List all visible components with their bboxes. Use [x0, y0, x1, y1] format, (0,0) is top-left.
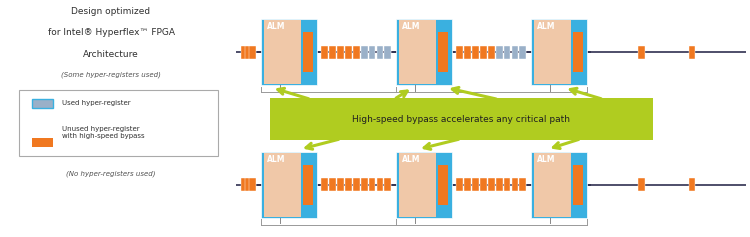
Bar	[396, 19, 451, 85]
Bar	[321, 46, 328, 59]
Text: Design not optimized: Design not optimized	[62, 107, 160, 116]
Bar	[264, 20, 302, 84]
Text: ALM: ALM	[402, 155, 421, 164]
Bar	[472, 178, 478, 191]
Bar	[456, 178, 464, 191]
Bar	[638, 46, 644, 59]
Bar	[512, 178, 518, 191]
Bar	[385, 178, 392, 191]
Bar	[345, 178, 352, 191]
Bar	[399, 153, 436, 217]
Text: for Intel® Hyperflex™ FPGA: for Intel® Hyperflex™ FPGA	[47, 28, 175, 37]
Bar	[464, 178, 471, 191]
Bar	[456, 46, 464, 59]
Text: (Some hyper-registers used): (Some hyper-registers used)	[61, 71, 161, 78]
Bar	[321, 178, 328, 191]
Text: for Intel® Hyperflex™ FPGA: for Intel® Hyperflex™ FPGA	[47, 128, 175, 137]
Bar	[376, 46, 383, 59]
Bar	[496, 46, 502, 59]
Bar	[472, 46, 478, 59]
Bar	[241, 178, 248, 191]
Text: Architecture: Architecture	[83, 50, 139, 59]
Bar	[488, 178, 495, 191]
Bar	[264, 153, 302, 217]
Bar	[638, 178, 644, 191]
Bar	[480, 178, 487, 191]
Bar	[337, 46, 344, 59]
Bar	[345, 46, 352, 59]
Bar	[369, 178, 375, 191]
Bar	[376, 178, 383, 191]
Text: High-speed bypass accelerates any critical path: High-speed bypass accelerates any critic…	[352, 115, 570, 123]
Bar	[337, 178, 344, 191]
Bar	[241, 46, 248, 59]
Bar	[361, 178, 368, 191]
Bar	[573, 32, 583, 72]
Bar	[303, 32, 313, 72]
Bar	[245, 46, 252, 59]
Bar	[352, 178, 360, 191]
Bar	[396, 152, 451, 218]
Bar	[261, 19, 316, 85]
Text: ALM: ALM	[267, 22, 286, 31]
Bar	[504, 178, 510, 191]
Bar	[19, 90, 217, 156]
Bar	[352, 46, 360, 59]
Bar	[512, 46, 518, 59]
Bar	[399, 20, 436, 84]
Bar	[303, 165, 313, 205]
Bar	[504, 46, 510, 59]
Bar	[464, 46, 471, 59]
Bar	[573, 165, 583, 205]
Bar	[688, 178, 695, 191]
Bar	[245, 178, 252, 191]
Bar	[329, 178, 336, 191]
Text: (No hyper-registers used): (No hyper-registers used)	[66, 171, 156, 177]
Bar	[32, 138, 53, 147]
Bar	[32, 99, 53, 108]
Bar	[520, 178, 526, 191]
Bar	[438, 165, 448, 205]
Bar	[480, 46, 487, 59]
Bar	[249, 178, 256, 191]
Bar	[329, 46, 336, 59]
Text: ALM: ALM	[267, 155, 286, 164]
Text: ALM: ALM	[537, 22, 556, 31]
Bar	[496, 178, 502, 191]
Bar	[488, 46, 495, 59]
Bar	[249, 46, 256, 59]
Text: Unused hyper-register
with high-speed bypass: Unused hyper-register with high-speed by…	[62, 126, 145, 139]
Text: Design optimized: Design optimized	[71, 7, 151, 16]
Bar	[534, 153, 572, 217]
Text: ALM: ALM	[402, 22, 421, 31]
Bar	[531, 19, 586, 85]
FancyBboxPatch shape	[270, 98, 652, 140]
Text: Used hyper-register: Used hyper-register	[62, 100, 130, 106]
Bar	[369, 46, 375, 59]
Bar	[520, 46, 526, 59]
Text: Architecture: Architecture	[83, 149, 139, 158]
Bar	[261, 152, 316, 218]
Bar	[534, 20, 572, 84]
Text: ALM: ALM	[537, 155, 556, 164]
Bar	[438, 32, 448, 72]
Bar	[361, 46, 368, 59]
Bar	[531, 152, 586, 218]
Bar	[385, 46, 392, 59]
Bar	[688, 46, 695, 59]
